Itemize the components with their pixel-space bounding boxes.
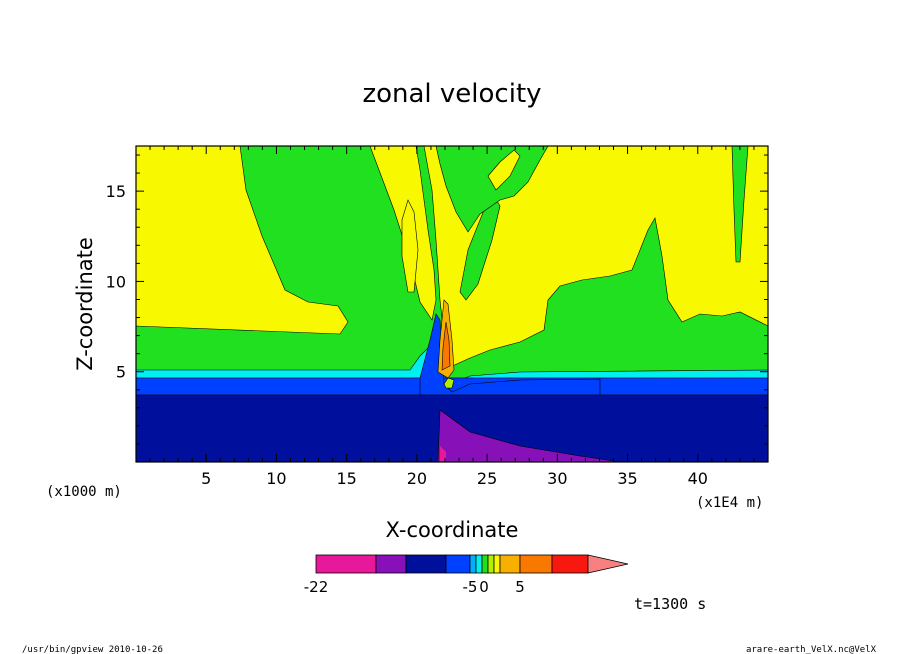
x-tick-label: 40 xyxy=(688,469,708,488)
x-tick-label: 35 xyxy=(617,469,637,488)
field-yellow-island xyxy=(487,149,521,191)
footer-right: arare-earth_VelX.nc@VelX xyxy=(746,645,877,654)
x-tick-label: 10 xyxy=(266,469,286,488)
field-red-core xyxy=(441,321,451,371)
colorbar-swatch xyxy=(519,554,553,574)
y-tick-label: 10 xyxy=(106,272,126,291)
colorbar xyxy=(315,554,629,574)
x-unit-right: (x1E4 m) xyxy=(696,495,763,511)
y-tick-labels: 5 10 15 xyxy=(106,182,126,382)
field-green-top xyxy=(435,145,549,233)
plot-frame xyxy=(135,145,769,463)
colorbar-labels: -22 -5 0 5 xyxy=(304,578,525,596)
colorbar-swatch xyxy=(493,554,501,574)
y-tick-label: 5 xyxy=(116,363,126,382)
colorbar-swatch xyxy=(315,554,377,574)
x-tick-label: 25 xyxy=(477,469,497,488)
field-green-tongue xyxy=(459,195,501,301)
axis-ticks xyxy=(136,146,768,462)
colorbar-arrow xyxy=(587,554,629,574)
x-tick-label: 15 xyxy=(336,469,356,488)
x-axis-label: X-coordinate xyxy=(386,518,519,542)
plot-area xyxy=(135,145,769,463)
colorbar-swatch xyxy=(475,554,483,574)
colorbar-swatch xyxy=(487,554,495,574)
colorbar-swatch xyxy=(469,554,477,574)
y-tick-label: 15 xyxy=(106,182,126,201)
colorbar-label: 5 xyxy=(515,578,525,596)
x-tick-label: 30 xyxy=(547,469,567,488)
y-axis-label: Z-coordinate xyxy=(73,237,97,371)
x-tick-label: 20 xyxy=(407,469,427,488)
colorbar-swatch xyxy=(551,554,589,574)
colorbar-swatch xyxy=(405,554,447,574)
footer-left: /usr/bin/gpview 2010-10-26 xyxy=(22,645,163,654)
x-unit-left: (x1000 m) xyxy=(46,484,122,500)
x-tick-label: 5 xyxy=(201,469,211,488)
colorbar-swatch xyxy=(499,554,521,574)
field-lime-ring xyxy=(443,377,455,389)
colorbar-swatch xyxy=(445,554,471,574)
colorbar-label: -5 xyxy=(463,578,478,596)
x-tick-labels: 5 10 15 20 25 30 35 40 xyxy=(201,469,708,488)
chart-title: zonal velocity xyxy=(362,79,541,109)
colorbar-label: -22 xyxy=(304,578,329,596)
field-yellow-pocket xyxy=(401,199,419,293)
time-label: t=1300 s xyxy=(634,595,706,613)
colorbar-swatch xyxy=(375,554,407,574)
colorbar-label: 0 xyxy=(479,578,489,596)
colorbar-swatch xyxy=(481,554,489,574)
